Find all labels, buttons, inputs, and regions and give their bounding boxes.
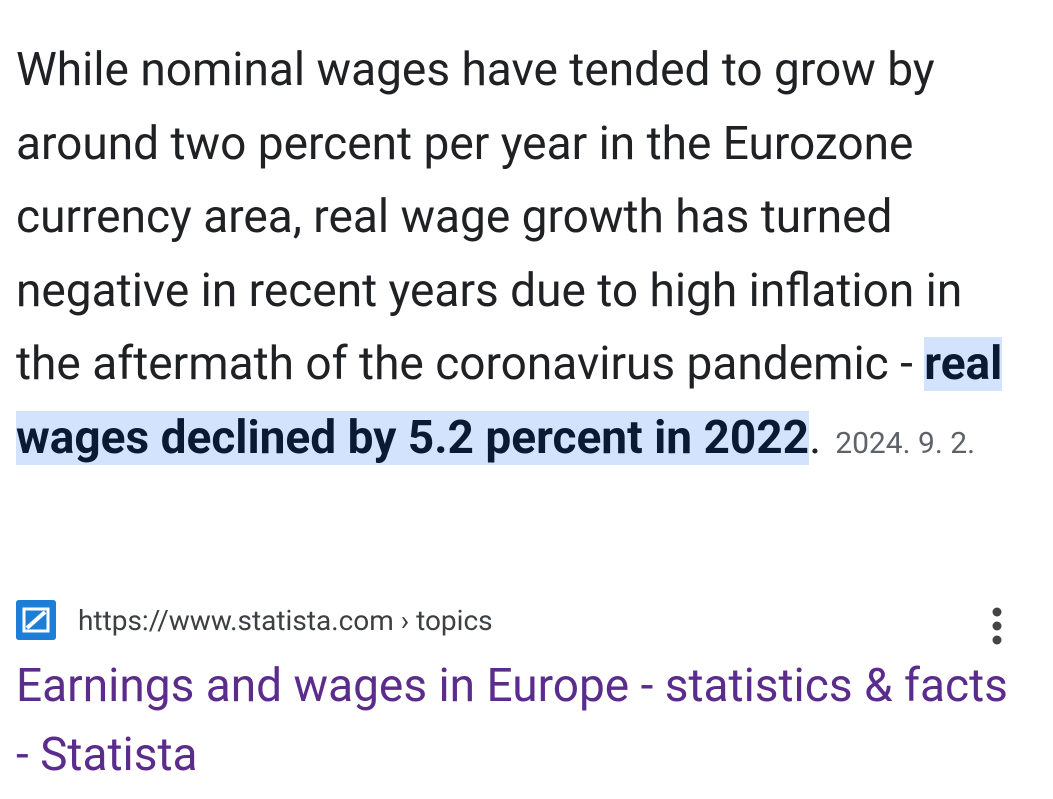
more-menu[interactable] bbox=[986, 606, 1008, 646]
source-url[interactable]: https://www.statista.com › topics bbox=[78, 603, 493, 637]
result-title[interactable]: Earnings and wages in Europe - statistic… bbox=[16, 659, 1008, 782]
snippet-date: 2024. 9. 2. bbox=[835, 425, 975, 461]
snippet-end: . bbox=[809, 410, 822, 465]
source-row[interactable]: https://www.statista.com › topics bbox=[16, 598, 493, 642]
snippet-text: While nominal wages have tended to grow … bbox=[16, 43, 963, 391]
site-icon bbox=[16, 600, 56, 640]
snippet: While nominal wages have tended to grow … bbox=[16, 34, 1026, 480]
